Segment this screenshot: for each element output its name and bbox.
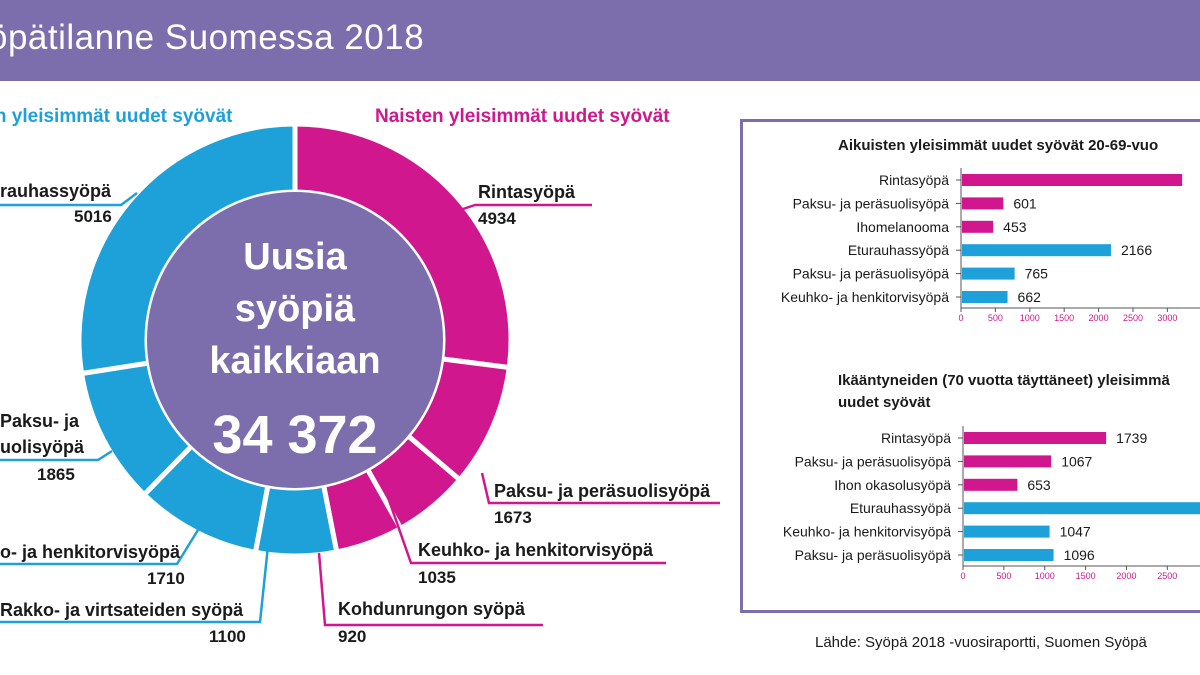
elderly-bar-chart: Rintasyöpä 1739 Paksu- ja peräsuolisyöpä 10…	[783, 426, 1200, 581]
adults-value-label-1: 601	[1013, 195, 1037, 211]
elderly-category-label-2: Ihon okasolusyöpä	[834, 477, 951, 493]
elderly-value-label-4: 1047	[1060, 524, 1091, 540]
adults-category-label-1: Paksu- ja peräsuolisyöpä	[793, 195, 950, 211]
elderly-value-label-2: 653	[1027, 477, 1051, 493]
center-text-line3: kaikkiaan	[209, 340, 381, 382]
slice-label-men-lung: o- ja henkitorvisyöpä	[0, 542, 181, 562]
elderly-bar-5	[964, 549, 1054, 561]
center-text-line1: Uusia	[243, 236, 347, 278]
adults-bar-1	[962, 197, 1004, 210]
elderly-category-label-1: Paksu- ja peräsuolisyöpä	[795, 453, 952, 469]
total-count: 34 372	[212, 405, 378, 465]
adults-value-label-5: 662	[1018, 289, 1042, 305]
adults-bar-2	[962, 220, 994, 233]
adults-category-label-0: Rintasyöpä	[879, 172, 949, 188]
slice-value-women-lung: 1035	[418, 568, 456, 587]
adults-bar-0	[962, 174, 1183, 186]
side-panel	[740, 119, 1200, 613]
slice-label-men-prostate: rauhassyöpä	[0, 181, 112, 201]
adults-x-tick-label-0: 0	[958, 313, 963, 323]
leader-line-women-2	[381, 482, 666, 565]
leader-line-men-7	[0, 192, 138, 207]
women-heading: Naisten yleisimmät uudet syövät	[375, 106, 670, 127]
elderly-chart-title-line1: Ikääntyneiden (70 vuotta täyttäneet) yle…	[838, 372, 1170, 389]
slice-label-women-colorectal: Paksu- ja peräsuolisyöpä	[494, 481, 711, 501]
elderly-x-tick-label-3: 1500	[1076, 571, 1096, 581]
adults-category-label-5: Keuhko- ja henkitorvisyöpä	[781, 289, 949, 305]
leader-line-men-4	[0, 545, 270, 624]
slice-label-men-bladder: Rakko- ja virtsateiden syöpä	[0, 600, 244, 620]
adults-chart-title: Aikuisten yleisimmät uudet syövät 20-69-…	[838, 137, 1159, 154]
adults-value-label-3: 2166	[1121, 242, 1152, 258]
adults-x-tick-label-3: 1500	[1054, 313, 1074, 323]
slice-value-women-colorectal: 1673	[494, 508, 532, 527]
men-heading: ten yleisimmät uudet syövät	[0, 106, 233, 127]
slice-label-men-colorectal-1: Paksu- ja	[0, 411, 80, 431]
elderly-x-tick-label-4: 2000	[1116, 571, 1136, 581]
leader-line-women-3	[317, 552, 543, 627]
slice-value-men-prostate: 5016	[74, 207, 112, 226]
adults-category-label-2: Ihomelanooma	[856, 219, 949, 235]
adults-bar-chart: Rintasyöpä Paksu- ja peräsuolisyöpä 601 Iho…	[781, 168, 1200, 323]
slice-value-men-bladder: 1100	[209, 627, 246, 646]
adults-value-label-2: 453	[1003, 219, 1027, 235]
leader-line-women-1	[480, 472, 720, 505]
leader-line-women-0	[453, 203, 592, 214]
slice-label-women-lung: Keuhko- ja henkitorvisyöpä	[418, 540, 654, 560]
elderly-x-tick-label-2: 1000	[1035, 571, 1055, 581]
adults-value-label-4: 765	[1025, 266, 1049, 282]
slice-value-men-colorectal: 1865	[37, 465, 75, 484]
source-note: Lähde: Syöpä 2018 -vuosiraportti, Suomen…	[815, 634, 1147, 651]
slice-value-men-lung: 1710	[147, 569, 185, 588]
slice-label-men-colorectal-2: uolisyöpä	[0, 437, 85, 457]
slice-label-women-uterus: Kohdunrungon syöpä	[338, 599, 525, 619]
elderly-bar-0	[964, 432, 1107, 444]
elderly-x-tick-label-1: 500	[996, 571, 1011, 581]
adults-bar-4	[962, 267, 1015, 280]
elderly-value-label-0: 1739	[1116, 430, 1147, 446]
slice-label-women-breast: Rintasyöpä	[478, 182, 576, 202]
slice-value-women-uterus: 920	[338, 627, 367, 646]
adults-bar-5	[962, 291, 1008, 303]
adults-x-tick-label-5: 2500	[1123, 313, 1143, 323]
adults-x-tick-label-2: 1000	[1020, 313, 1040, 323]
elderly-category-label-3: Eturauhassyöpä	[850, 500, 951, 516]
leader-line-men-5	[0, 529, 200, 566]
elderly-x-tick-label-5: 2500	[1157, 571, 1177, 581]
adults-category-label-3: Eturauhassyöpä	[848, 242, 949, 258]
elderly-category-label-0: Rintasyöpä	[881, 430, 951, 446]
leader-line-men-6	[0, 449, 113, 462]
elderly-value-label-1: 1067	[1061, 453, 1092, 469]
elderly-bar-2	[964, 478, 1018, 491]
elderly-bar-1	[964, 455, 1052, 468]
adults-x-tick-label-1: 500	[988, 313, 1003, 323]
elderly-category-label-5: Paksu- ja peräsuolisyöpä	[795, 547, 952, 563]
slice-value-women-breast: 4934	[478, 209, 516, 228]
elderly-chart-title-line2: uudet syövät	[838, 394, 931, 411]
elderly-bar-3	[964, 502, 1200, 515]
donut-center	[147, 192, 443, 488]
header-bar: yöpätilanne Suomessa 2018	[0, 0, 1200, 81]
elderly-x-tick-label-0: 0	[960, 571, 965, 581]
adults-x-tick-label-4: 2000	[1089, 313, 1109, 323]
adults-x-tick-label-6: 3000	[1157, 313, 1177, 323]
adults-bar-3	[962, 244, 1111, 257]
elderly-bar-4	[964, 525, 1050, 538]
page-title: yöpätilanne Suomessa 2018	[0, 18, 425, 57]
adults-category-label-4: Paksu- ja peräsuolisyöpä	[793, 266, 950, 282]
elderly-value-label-5: 1096	[1064, 547, 1095, 563]
center-text-line2: syöpiä	[234, 288, 356, 330]
elderly-category-label-4: Keuhko- ja henkitorvisyöpä	[783, 524, 951, 540]
